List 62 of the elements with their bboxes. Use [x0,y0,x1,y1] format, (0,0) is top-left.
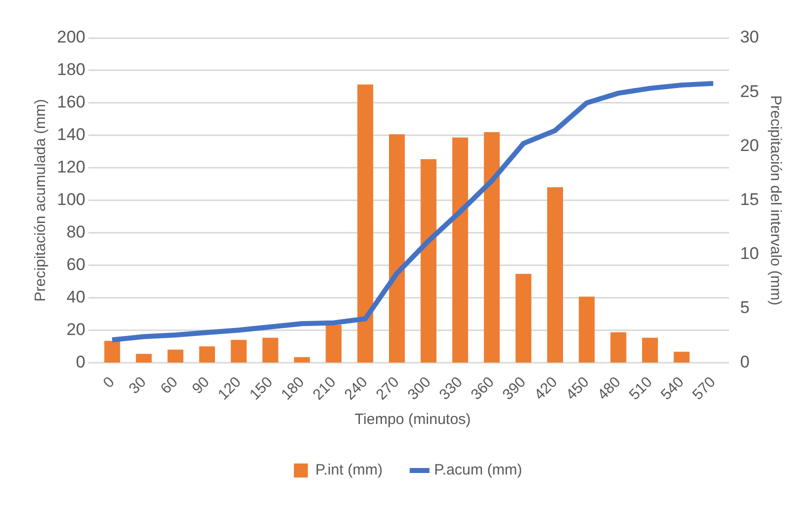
bar [516,274,532,363]
x-tick-label: 540 [658,374,688,404]
x-tick-label: 570 [689,374,720,404]
y-tick-label: 140 [56,125,86,144]
bar [326,324,342,363]
y-tick-label: 200 [56,28,86,47]
y2-tick-label: 20 [740,136,760,155]
x-tick-label: 450 [562,374,592,404]
y-tick-label: 0 [76,352,86,372]
bar [642,338,658,363]
bar [610,332,626,363]
bar [452,138,468,363]
x-tick-label: 150 [246,374,276,404]
x-tick-label: 390 [499,374,530,404]
x-tick-label: 240 [341,374,372,404]
x-tick-label: 420 [531,374,561,404]
bar [230,340,247,363]
bar [262,338,278,363]
y-tick-label: 100 [56,190,86,209]
y-axis-title: Precipitación acumulada (mm) [32,99,50,302]
y-tick-label: 160 [56,92,86,112]
bar [674,352,690,363]
bar [357,84,374,363]
x-tick-label: 360 [468,374,498,404]
bar [168,350,184,363]
x-tick-label: 0 [100,374,118,392]
x-tick-label: 180 [278,374,308,404]
y-tick-label: 40 [66,287,86,306]
bar [578,296,595,363]
legend-label: P.int (mm) [315,462,383,479]
x-tick-label: 330 [436,374,466,404]
legend-label: P.acum (mm) [434,462,522,479]
y-tick-label: 120 [56,158,86,177]
x-tick-label: 90 [189,374,213,398]
x-tick-label: 60 [157,374,182,398]
x-tick-label: 210 [310,374,340,404]
y2-tick-label: 30 [740,28,760,47]
y-tick-label: 20 [66,320,86,339]
x-axis-title: Tiempo (minutos) [354,411,471,428]
y-tick-label: 180 [56,60,86,80]
bar [104,340,120,363]
bar [389,134,405,363]
bar [199,346,215,363]
x-tick-label: 300 [404,374,434,404]
y2-tick-label: 5 [740,298,750,318]
y2-tick-label: 10 [740,244,760,264]
x-tick-label: 480 [594,374,624,404]
bar [420,159,436,363]
y-tick-label: 80 [66,222,86,242]
y-tick-label: 60 [66,254,86,274]
bar [547,187,563,363]
bar [484,132,500,363]
y2-tick-label: 25 [740,82,760,101]
x-tick-label: 510 [626,374,656,404]
bar [136,354,152,363]
y2-axis-title: Precipitación del intervalo (mm) [766,95,784,306]
y2-tick-label: 0 [740,352,750,372]
y2-tick-label: 15 [740,190,760,209]
x-tick-label: 30 [126,374,150,398]
x-tick-label: 120 [214,374,244,404]
bar [294,357,310,363]
x-tick-label: 270 [372,374,403,404]
